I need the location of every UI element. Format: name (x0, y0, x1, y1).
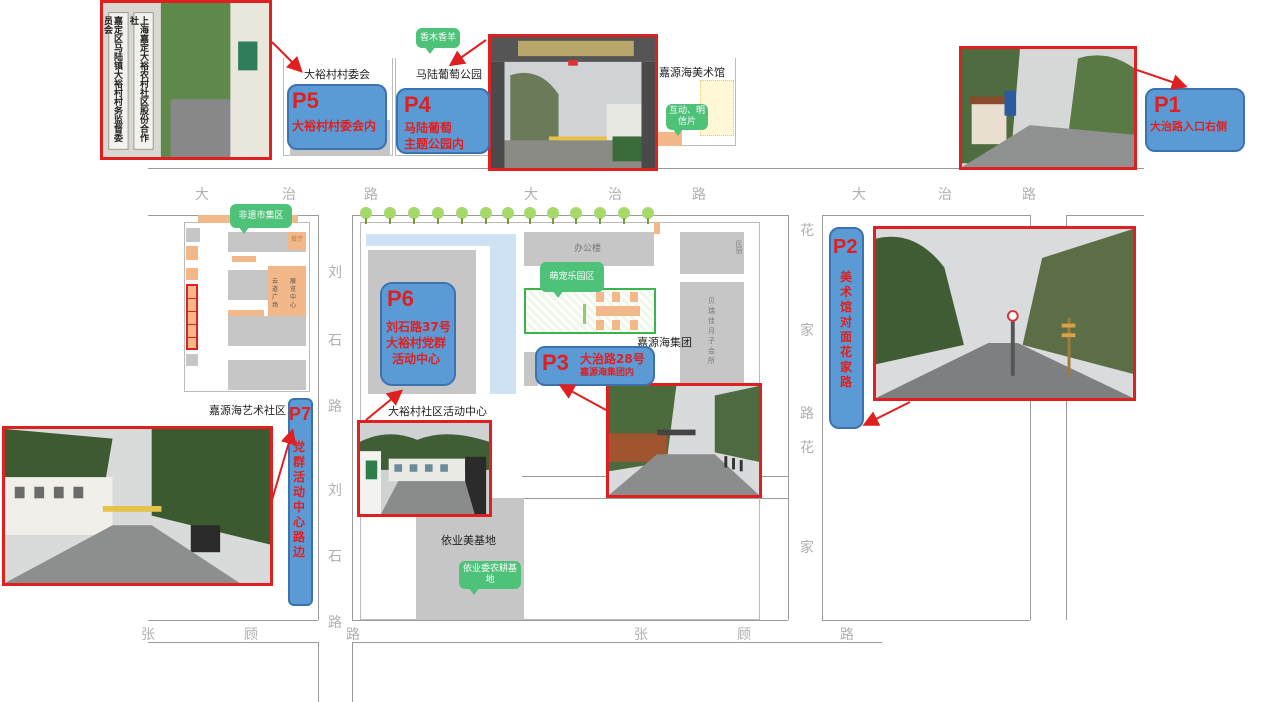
street-zhanggu-char: 路 (346, 627, 360, 643)
dayu-committee-label: 大裕村村委会 (304, 68, 370, 81)
street-liushi-char: 刘 (328, 483, 342, 499)
bubble-yiye-farm: 依业委农耕基地 (459, 561, 521, 589)
street-dazhi-char: 大 (524, 187, 538, 203)
street-dazhi-char: 治 (282, 187, 296, 203)
photo-jiayuanhai-group-gate (606, 383, 762, 498)
street-zhanggu-char: 张 (634, 627, 648, 643)
marker-p6-number: P6 (387, 286, 414, 311)
photo-party-center-road (2, 426, 273, 586)
plaque-text-1: 嘉定区马陆镇大裕村村务监督委员会 (102, 16, 122, 142)
street-zhanggu-char: 顾 (244, 627, 258, 643)
street-liushi-char: 石 (328, 333, 342, 349)
marker-p3[interactable] (535, 346, 655, 386)
jiayuanhai-group-label: 嘉源海集团 (637, 336, 692, 349)
marker-p3-number: P3 (542, 350, 569, 375)
street-zhanggu-char: 路 (840, 627, 854, 643)
marker-p4-number: P4 (404, 92, 431, 117)
street-liushi-char: 刘 (328, 265, 342, 281)
marker-p5[interactable] (287, 84, 387, 150)
marker-p6-line3: 活动中心 (392, 352, 441, 366)
bubble-feiyi: 非遗市集区 (230, 204, 292, 228)
street-dazhi-char: 治 (608, 187, 622, 203)
dayu-center-label: 大裕村社区活动中心 (388, 405, 487, 418)
marker-p3-line2: 嘉源海集团内 (580, 368, 635, 378)
street-huajia-char: 花 (800, 440, 814, 456)
street-zhanggu-char: 顾 (737, 627, 751, 643)
art-community-label: 嘉源海艺术社区 (209, 404, 286, 417)
street-huajia-char: 家 (800, 323, 814, 339)
marker-p7[interactable] (288, 398, 313, 606)
canting-label: 餐厅 (291, 236, 304, 243)
photo-huajia-road (873, 226, 1136, 401)
street-dazhi-char: 路 (1022, 187, 1036, 203)
street-dazhi-char: 大 (852, 187, 866, 203)
bubble-hudong: 互动、明信片 (666, 104, 708, 130)
marker-p1-text: 大治路入口右侧 (1150, 120, 1227, 133)
exhibition-center-label: 展览中心 (290, 278, 297, 309)
marker-p5-number: P5 (292, 88, 319, 113)
street-huajia-char: 花 (800, 223, 814, 239)
street-dazhi-char: 路 (692, 187, 706, 203)
yiye-base-label: 依业美基地 (441, 534, 496, 547)
street-dazhi-char: 大 (195, 187, 209, 203)
marker-p6[interactable] (380, 282, 456, 386)
marker-p7-text: 党群活动中心路边 (293, 440, 306, 559)
street-liushi-char: 石 (328, 549, 342, 565)
marker-p1-number: P1 (1154, 92, 1181, 117)
photo-dazhi-entrance (959, 46, 1137, 170)
museum-label: 嘉源海美术馆 (659, 66, 725, 79)
marker-p4-line2: 主题公园内 (404, 137, 465, 151)
photo-dayu-center (357, 420, 492, 517)
street-dazhi-char: 路 (364, 187, 378, 203)
bubble-mengchong: 萌宠乐园区 (540, 262, 604, 292)
marker-p6-line2: 大裕村党群 (386, 336, 447, 350)
minsu-label: 民宿 (735, 240, 743, 254)
bubble-xiangmu: 香木香羊 (416, 28, 460, 48)
marker-p1[interactable] (1145, 88, 1245, 152)
marker-p4-line1: 马陆葡萄 (404, 121, 453, 135)
yuezi-club-label: 贝瑞佳月子会所 (708, 297, 715, 365)
street-huajia-char: 路 (800, 406, 814, 422)
street-dazhi-char: 治 (938, 187, 952, 203)
photo-park-gate (488, 34, 658, 171)
marker-p5-text: 大裕村村委会内 (292, 119, 377, 133)
street-liushi-char: 路 (328, 615, 342, 631)
street-zhanggu-char: 张 (141, 627, 155, 643)
marker-p3-line1: 大治路28号 (580, 352, 645, 366)
malu-park-label: 马陆葡萄公园 (416, 68, 482, 81)
marker-p2-number: P2 (833, 236, 858, 258)
plaque-text-2: 上海嘉定大裕农村社区股份合作社 (128, 16, 148, 142)
photo-committee-plaques (100, 0, 272, 160)
street-liushi-char: 路 (328, 399, 342, 415)
marker-p2-text: 美术馆对面花家路 (840, 270, 853, 389)
marker-p4[interactable] (396, 88, 490, 154)
marker-p7-number: P7 (289, 404, 312, 424)
yunjian-plaza-label: 云道广场 (272, 278, 279, 309)
office-label: 办公楼 (574, 244, 602, 254)
marker-p6-line1: 刘石路37号 (386, 320, 451, 334)
street-huajia-char: 家 (800, 540, 814, 556)
marker-p2[interactable] (829, 227, 864, 429)
